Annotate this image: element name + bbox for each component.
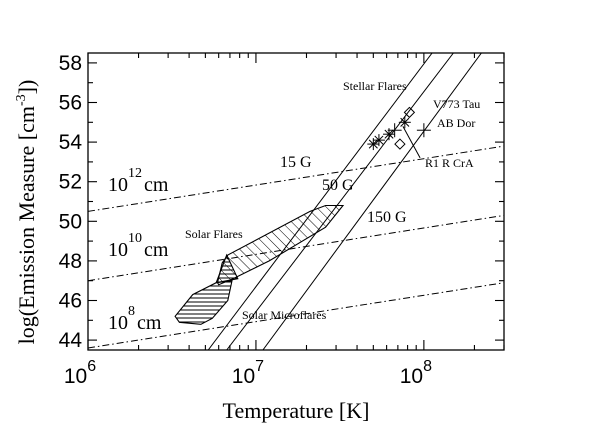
x-axis-label: Temperature [K]: [223, 398, 370, 423]
y-tick-label: 52: [59, 171, 82, 194]
y-tick-label: 46: [59, 290, 82, 313]
y-tick-label: 50: [59, 210, 82, 233]
length-line-0: [88, 145, 504, 212]
label-length-10: 1010cm: [108, 231, 169, 261]
label-ab-dor: AB Dor: [437, 116, 475, 130]
star-cross-1-1: [416, 123, 431, 138]
star-asterisk-0-1: [372, 134, 385, 147]
label-v773-tau: V773 Tau: [433, 97, 480, 111]
field-line-0: [207, 53, 433, 350]
star-diamond-2-0: [394, 138, 406, 150]
y-tick-label: 58: [59, 52, 82, 75]
label-15g: 15 G: [280, 154, 312, 171]
label-r1-rcra: R1 R CrA: [425, 156, 474, 170]
label-50g: 50 G: [322, 177, 354, 194]
star-diamond-2-1: [403, 106, 416, 119]
label-solar-flares: Solar Flares: [185, 227, 243, 241]
y-tick-label: 54: [59, 131, 83, 154]
star-line-3: [402, 126, 421, 159]
field-line-2: [262, 53, 482, 350]
label-length-8: 108cm: [108, 304, 162, 334]
y-tick-label: 56: [59, 92, 82, 115]
x-tick-label: 108: [400, 358, 432, 388]
star-asterisk-0-3: [398, 116, 411, 129]
region-1: [174, 280, 233, 325]
label-150g: 150 G: [367, 209, 407, 226]
plot-area: [88, 53, 504, 350]
y-axis-label: log(Emission Measure [cm-3]): [14, 80, 39, 345]
x-tick-label: 107: [232, 358, 264, 388]
x-tick-label: 106: [64, 358, 96, 388]
field-line-1: [226, 53, 454, 350]
region-2: [215, 253, 239, 284]
y-tick-label: 48: [59, 250, 82, 273]
length-line-1: [88, 214, 504, 282]
label-length-12: 1012cm: [108, 166, 169, 196]
length-line-2: [88, 282, 504, 349]
label-solar-microflares: Solar Microflares: [242, 308, 327, 322]
y-tick-label: 44: [59, 329, 83, 352]
star-asterisk-0-2: [383, 128, 396, 141]
region-0: [216, 204, 345, 286]
label-stellar-flares: Stellar Flares: [343, 79, 407, 93]
axis-ticks: 44 46 48 50 52 54 56 58 106 107 108: [59, 52, 505, 388]
star-cross-1-0: [387, 123, 402, 138]
